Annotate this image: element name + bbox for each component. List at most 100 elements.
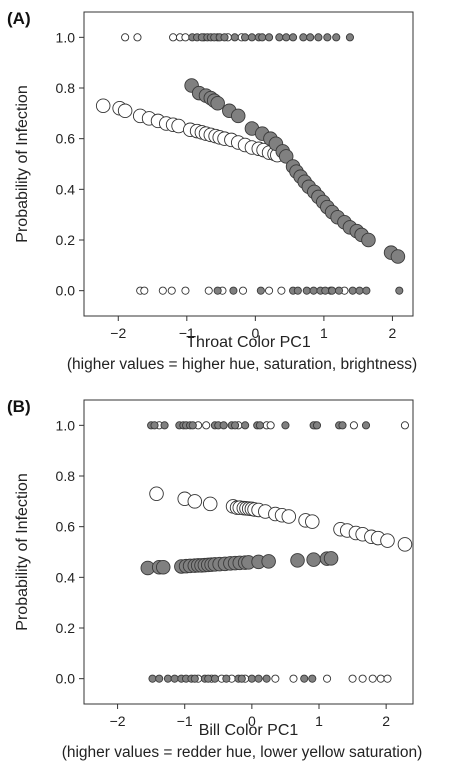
observed-point — [256, 286, 265, 295]
observed-point — [400, 421, 409, 430]
observed-point — [190, 674, 199, 683]
chart-panel-b: (B) 0.0 0.2 0.4 0.6 0.8 1.0 −2 −1 0 1 2 Probability … — [0, 388, 471, 776]
observed-point — [277, 286, 286, 295]
observed-point — [300, 674, 309, 683]
observed-point — [237, 674, 246, 683]
predicted-point — [361, 232, 376, 248]
x-tick-label: 0 — [251, 325, 259, 341]
x-tick-label: 0 — [248, 713, 256, 729]
y-tick-label: 0.8 — [56, 80, 76, 96]
predicted-point — [397, 537, 413, 552]
y-tick-label: 1.0 — [56, 29, 76, 45]
observed-point — [348, 286, 357, 295]
observed-point — [323, 674, 332, 683]
predicted-point — [305, 514, 320, 529]
predicted-point — [278, 149, 294, 164]
panel-label: (B) — [7, 397, 31, 416]
observed-point — [262, 674, 271, 683]
y-tick-label: 0.0 — [56, 283, 76, 299]
observed-point — [355, 286, 364, 295]
observed-point — [258, 33, 267, 42]
y-tick-label: 0.2 — [56, 620, 76, 636]
observed-point — [204, 286, 213, 295]
predicted-point — [261, 554, 276, 569]
observed-point — [282, 33, 291, 42]
y-tick-label: 0.8 — [56, 468, 76, 484]
y-tick-label: 0.0 — [56, 671, 76, 687]
predicted-point — [306, 552, 321, 567]
observed-point — [345, 33, 354, 42]
x-axis-note: (higher values = redder hue, lower yello… — [62, 744, 423, 761]
observed-point — [302, 286, 311, 295]
predicted-point — [155, 559, 171, 575]
observed-point — [362, 286, 371, 295]
scatter-plot-b: (B) 0.0 0.2 0.4 0.6 0.8 1.0 −2 −1 0 1 2 Probability … — [7, 397, 423, 761]
observed-point — [314, 33, 323, 42]
predicted-point — [202, 496, 218, 512]
observed-point — [332, 33, 341, 42]
observed-point — [358, 674, 367, 683]
observed-point — [265, 33, 274, 42]
predicted-point — [390, 249, 406, 264]
observed-point — [133, 33, 142, 42]
observed-point — [321, 286, 330, 295]
observed-point — [376, 674, 385, 683]
plot-frame — [83, 11, 414, 317]
observed-point — [181, 33, 190, 42]
observed-point — [255, 421, 264, 430]
observed-point — [308, 674, 317, 683]
y-tick-label: 0.2 — [56, 232, 76, 248]
predicted-point — [323, 551, 339, 566]
y-tick-label: 1.0 — [56, 417, 76, 433]
observed-point — [271, 674, 280, 683]
observed-point — [188, 421, 197, 430]
observed-point — [334, 286, 344, 295]
observed-point — [361, 421, 371, 430]
y-tick-label: 0.4 — [56, 181, 76, 197]
x-tick-label: −1 — [177, 713, 193, 729]
x-tick-label: 2 — [389, 325, 397, 341]
x-tick-label: −1 — [179, 325, 195, 341]
observed-point — [155, 674, 164, 683]
observed-point — [169, 33, 178, 42]
observed-point — [121, 33, 130, 42]
observed-point — [338, 421, 347, 430]
observed-point — [181, 286, 190, 295]
observed-point — [213, 286, 222, 295]
observed-point — [247, 33, 256, 42]
predicted-point — [290, 553, 305, 568]
observed-point — [348, 674, 357, 683]
observed-point — [170, 674, 179, 683]
predicted-point — [210, 95, 225, 111]
observed-point — [241, 33, 250, 42]
x-axis-title: Bill Color PC1 — [199, 722, 299, 739]
predicted-point — [149, 486, 164, 501]
observed-point — [349, 421, 358, 430]
predicted-point — [281, 509, 297, 524]
observed-point — [231, 421, 240, 430]
predicted-point — [230, 108, 246, 124]
observed-point — [306, 33, 315, 42]
x-tick-label: −2 — [110, 713, 126, 729]
observed-point — [328, 286, 337, 295]
observed-point — [368, 674, 377, 683]
observed-point — [254, 674, 263, 683]
observed-point — [148, 674, 157, 683]
y-axis-title: Probability of Infection — [14, 473, 31, 630]
observed-point — [160, 421, 169, 430]
y-axis-title: Probability of Infection — [14, 85, 31, 242]
predicted-point — [187, 494, 203, 509]
observed-point — [281, 421, 290, 430]
scatter-plot-a: (A) 0.0 0.2 0.4 0.6 0.8 1.0 −2 −1 0 1 2 Probability … — [7, 9, 417, 373]
observed-point — [210, 674, 219, 683]
observed-point — [229, 286, 238, 295]
observed-point — [312, 421, 322, 430]
observed-point — [265, 286, 274, 295]
panel-label: (A) — [7, 9, 31, 28]
predicted-point — [117, 103, 133, 119]
x-axis-title: Throat Color PC1 — [186, 334, 311, 351]
observed-point — [204, 674, 213, 683]
observed-point — [220, 33, 229, 42]
observed-point — [241, 421, 250, 430]
y-tick-label: 0.6 — [56, 519, 76, 535]
